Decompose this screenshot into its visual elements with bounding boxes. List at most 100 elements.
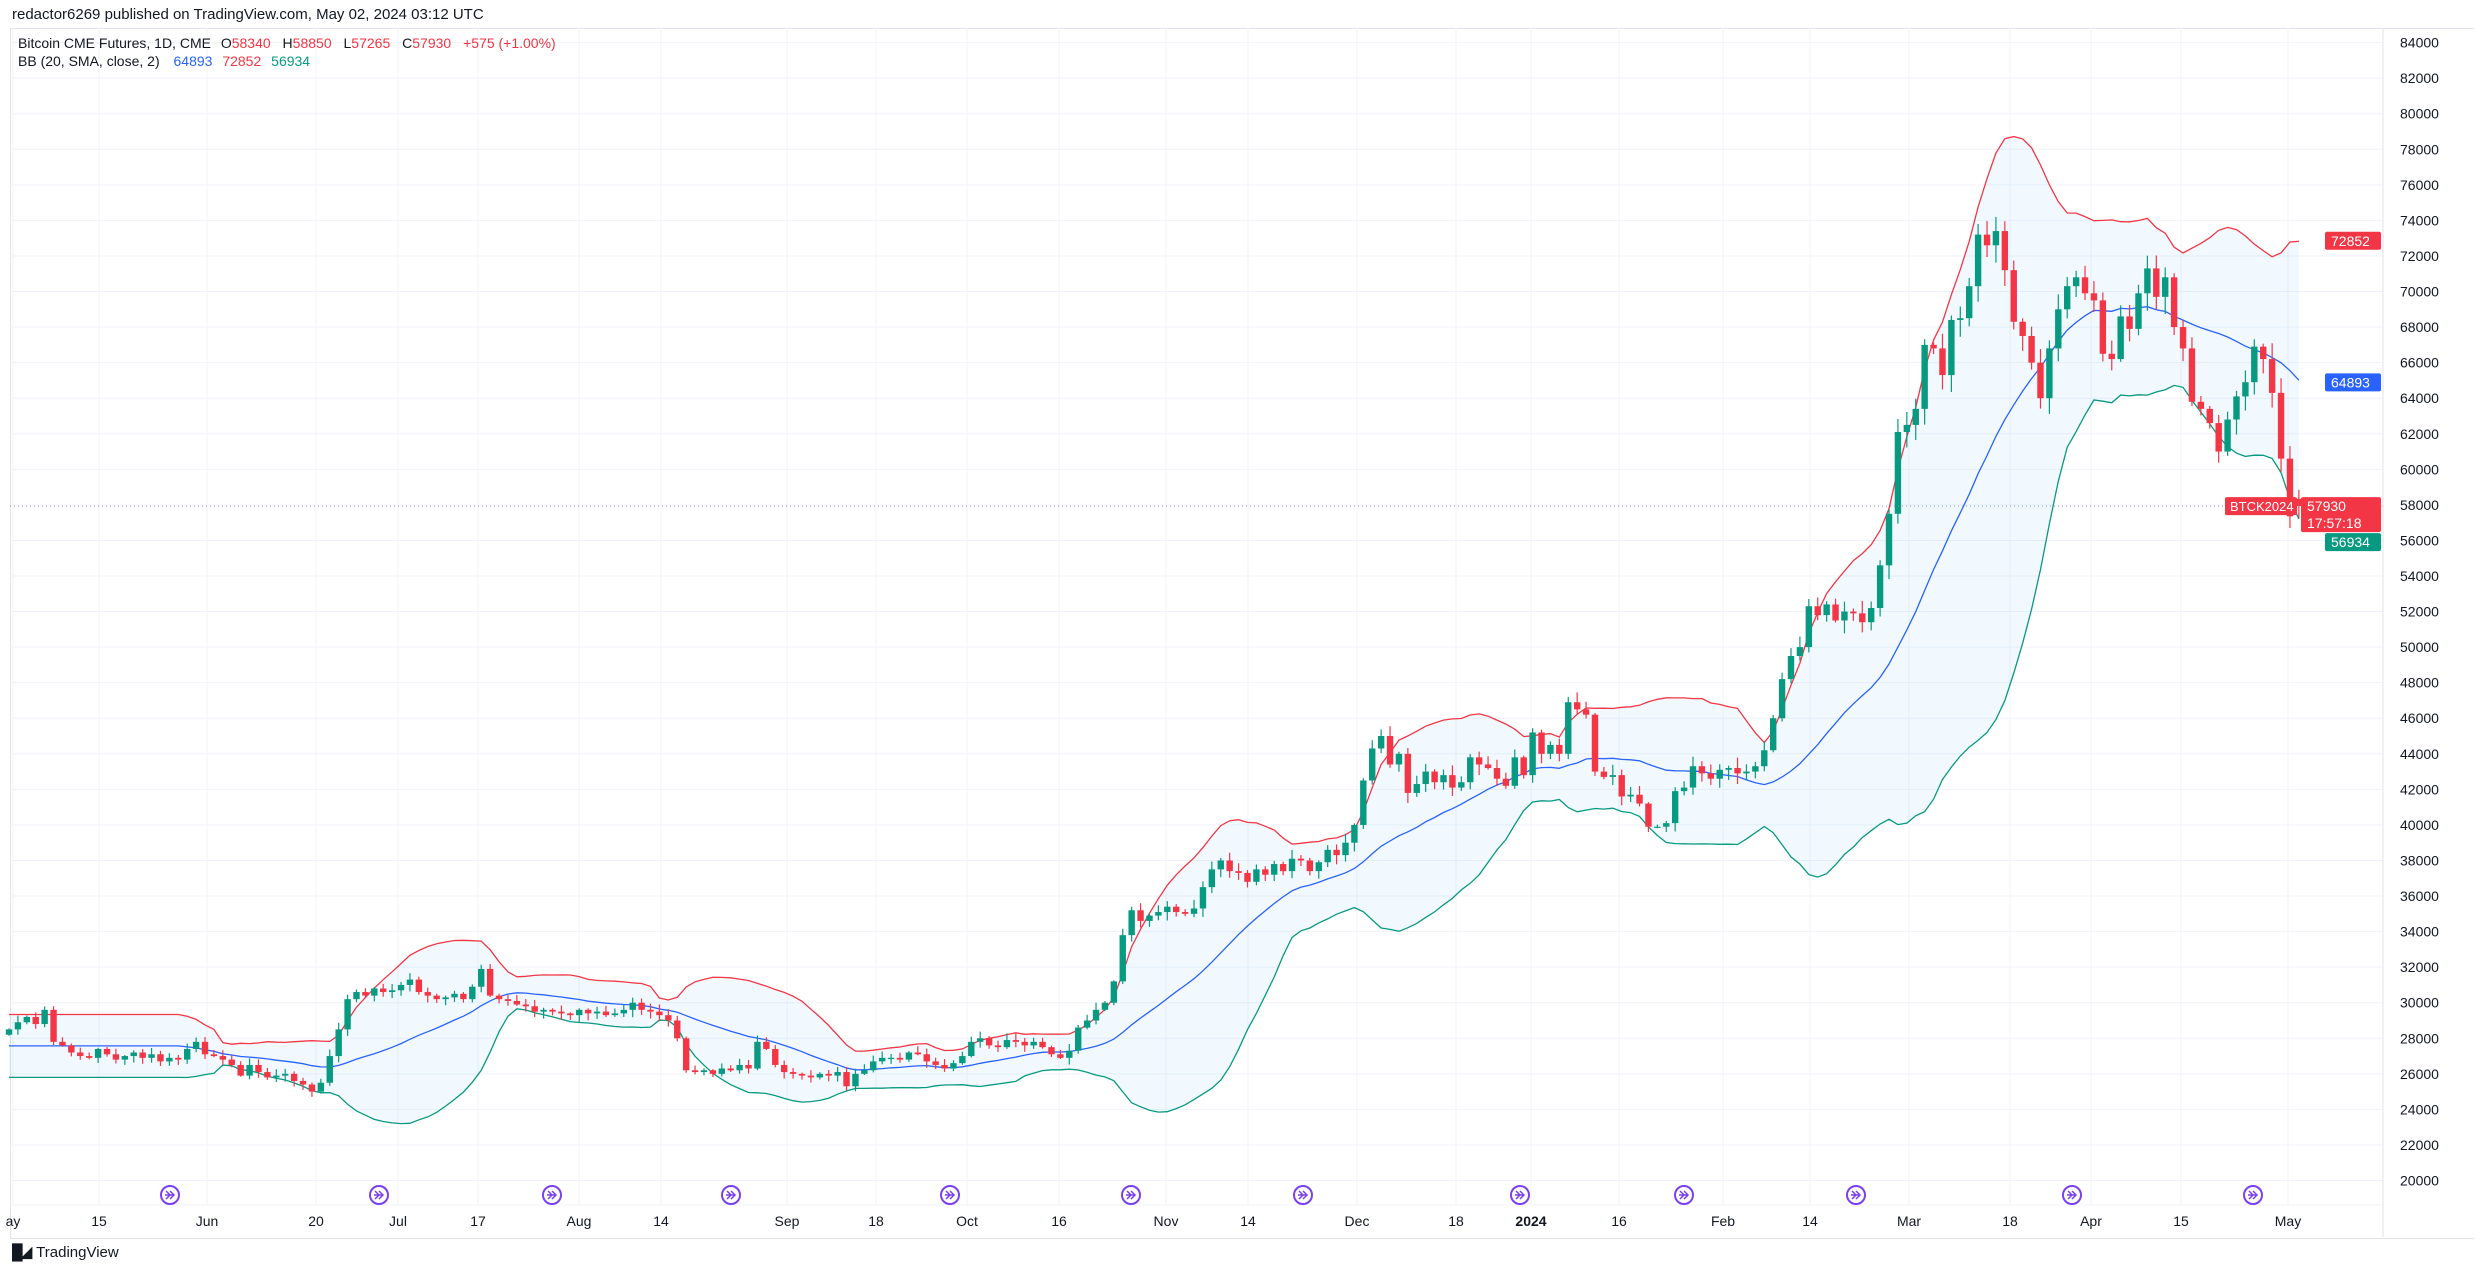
candle[interactable] xyxy=(228,1054,235,1068)
candle[interactable] xyxy=(602,1005,610,1017)
candle[interactable] xyxy=(1048,1045,1055,1058)
candle[interactable] xyxy=(1502,772,1510,789)
candle[interactable] xyxy=(2001,221,2009,286)
candle[interactable] xyxy=(1823,601,1830,622)
candle[interactable] xyxy=(754,1035,761,1071)
candle[interactable] xyxy=(1279,861,1287,876)
candle[interactable] xyxy=(522,999,529,1012)
candle[interactable] xyxy=(1057,1049,1064,1059)
event-marker-icon[interactable] xyxy=(721,1185,741,1205)
candle[interactable] xyxy=(121,1055,129,1065)
candle[interactable] xyxy=(1475,751,1483,776)
candle[interactable] xyxy=(1582,701,1590,719)
candle[interactable] xyxy=(1520,755,1527,779)
candle[interactable] xyxy=(1948,315,1955,393)
candle[interactable] xyxy=(388,984,396,999)
candle[interactable] xyxy=(255,1059,262,1078)
candle[interactable] xyxy=(85,1052,93,1060)
event-marker-icon[interactable] xyxy=(2062,1185,2082,1205)
candle[interactable] xyxy=(353,989,360,1003)
candle[interactable] xyxy=(772,1045,779,1068)
candle[interactable] xyxy=(50,1006,57,1045)
candle[interactable] xyxy=(2215,414,2222,463)
candle[interactable] xyxy=(878,1051,886,1065)
candle[interactable] xyxy=(1850,608,1857,621)
indicator-legend[interactable]: BB (20, SMA, close, 2) 64893 72852 56934 xyxy=(18,53,316,69)
candle[interactable] xyxy=(1235,863,1242,880)
candle[interactable] xyxy=(1404,748,1412,804)
candle[interactable] xyxy=(1351,823,1358,852)
candle[interactable] xyxy=(959,1051,966,1065)
candle[interactable] xyxy=(1627,786,1634,803)
candle[interactable] xyxy=(1110,980,1118,1006)
candle[interactable] xyxy=(2260,343,2267,374)
candle[interactable] xyxy=(299,1077,307,1090)
candle[interactable] xyxy=(1939,333,1946,390)
candle[interactable] xyxy=(2135,284,2142,336)
candle[interactable] xyxy=(870,1055,877,1073)
candle[interactable] xyxy=(1680,781,1688,796)
candle[interactable] xyxy=(825,1069,832,1082)
event-marker-icon[interactable] xyxy=(542,1185,562,1205)
candle[interactable] xyxy=(567,1012,574,1020)
candle[interactable] xyxy=(1101,1000,1109,1012)
event-marker-icon[interactable] xyxy=(369,1185,389,1205)
candle[interactable] xyxy=(576,1008,583,1023)
candle[interactable] xyxy=(23,1015,31,1025)
candle[interactable] xyxy=(2242,370,2249,411)
candle[interactable] xyxy=(2126,304,2133,342)
event-marker-icon[interactable] xyxy=(1121,1185,1141,1205)
event-marker-icon[interactable] xyxy=(1510,1185,1530,1205)
candle[interactable] xyxy=(1190,899,1198,918)
candle[interactable] xyxy=(914,1046,922,1056)
candle[interactable] xyxy=(1386,726,1394,768)
candle[interactable] xyxy=(2153,255,2160,310)
candle[interactable] xyxy=(1226,852,1233,878)
candle[interactable] xyxy=(290,1071,298,1087)
event-marker-icon[interactable] xyxy=(2243,1185,2263,1205)
candle[interactable] xyxy=(210,1049,218,1058)
candle[interactable] xyxy=(1912,398,1919,440)
candle[interactable] xyxy=(1360,778,1367,830)
candle[interactable] xyxy=(1306,857,1314,876)
candle[interactable] xyxy=(1992,216,2000,263)
candle[interactable] xyxy=(1689,756,1697,795)
candle[interactable] xyxy=(629,997,636,1018)
candle[interactable] xyxy=(433,993,440,1003)
candle[interactable] xyxy=(68,1043,75,1057)
candle[interactable] xyxy=(1440,769,1447,790)
candle[interactable] xyxy=(1734,757,1741,785)
candle[interactable] xyxy=(246,1058,253,1080)
candle[interactable] xyxy=(2090,281,2098,313)
candle[interactable] xyxy=(1885,509,1893,580)
candle[interactable] xyxy=(709,1069,717,1078)
candle[interactable] xyxy=(1814,597,1821,621)
candle[interactable] xyxy=(2268,343,2276,408)
candle[interactable] xyxy=(1671,787,1679,832)
candle[interactable] xyxy=(994,1040,1002,1052)
candle[interactable] xyxy=(1217,857,1224,878)
candle[interactable] xyxy=(1146,913,1153,927)
candle[interactable] xyxy=(1333,844,1340,865)
candle[interactable] xyxy=(219,1050,227,1065)
event-marker-icon[interactable] xyxy=(1674,1185,1694,1205)
candle[interactable] xyxy=(1288,849,1296,879)
candle[interactable] xyxy=(344,994,351,1036)
candle[interactable] xyxy=(2179,319,2187,362)
candle[interactable] xyxy=(1966,278,1973,327)
candle[interactable] xyxy=(1297,855,1305,866)
candle[interactable] xyxy=(1565,696,1572,760)
candle[interactable] xyxy=(789,1068,797,1079)
candle[interactable] xyxy=(1253,864,1260,886)
candle[interactable] xyxy=(41,1006,48,1028)
candle[interactable] xyxy=(656,1004,663,1022)
candle[interactable] xyxy=(1761,741,1768,772)
candle[interactable] xyxy=(184,1043,191,1064)
candle[interactable] xyxy=(736,1058,743,1074)
candle[interactable] xyxy=(932,1057,939,1070)
candle[interactable] xyxy=(1716,764,1723,788)
candle[interactable] xyxy=(77,1047,84,1060)
candle[interactable] xyxy=(1547,741,1554,760)
candle[interactable] xyxy=(192,1037,200,1053)
candle[interactable] xyxy=(727,1065,734,1072)
